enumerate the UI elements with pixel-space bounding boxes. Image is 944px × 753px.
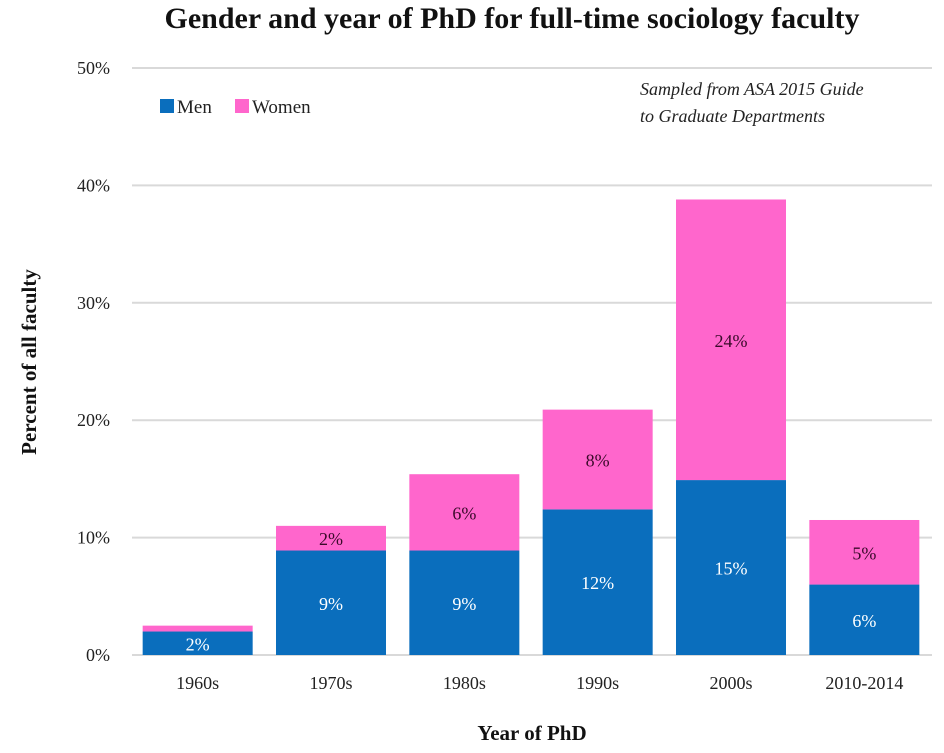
x-tick-label: 1990s — [576, 673, 619, 693]
y-tick-label: 0% — [86, 645, 110, 665]
bar-segment-men — [676, 480, 786, 655]
bar-segment-women — [409, 474, 520, 551]
annotation-line-2: to Graduate Departments — [640, 106, 825, 126]
y-tick-label: 20% — [77, 410, 110, 430]
data-label-women: 24% — [715, 331, 748, 351]
data-label-men: 9% — [452, 594, 476, 614]
legend-label-men: Men — [177, 97, 212, 118]
data-label-men: 9% — [319, 594, 343, 614]
data-label-women: 5% — [852, 543, 876, 563]
x-tick-label: 1960s — [176, 673, 219, 693]
y-tick-label: 40% — [77, 175, 110, 195]
bar-segment-men — [142, 631, 253, 655]
legend-label-women: Women — [252, 97, 311, 118]
data-label-women: 8% — [586, 451, 610, 471]
data-label-women: 2% — [319, 529, 343, 549]
y-axis-title: Percent of all faculty — [17, 269, 41, 455]
legend: Men Women — [160, 97, 311, 118]
bar-segment-men — [409, 550, 520, 655]
bar-labels: 2% 9% 2% 9% 6% 12% 8% 15% 24% 6% 5% — [186, 331, 877, 654]
annotation-line-1: Sampled from ASA 2015 Guide — [640, 79, 864, 99]
bar-segment-women — [676, 199, 786, 481]
x-axis-ticks: 1960s 1970s 1980s 1990s 2000s 2010-2014 — [176, 673, 903, 693]
bar-segment-men — [542, 509, 653, 655]
bar-segment-men — [276, 550, 386, 655]
bar-segment-men — [809, 584, 920, 655]
bar-segment-women — [809, 519, 920, 585]
x-tick-label: 1970s — [309, 673, 352, 693]
x-tick-label: 1980s — [443, 673, 486, 693]
y-tick-label: 30% — [77, 293, 110, 313]
bar-segment-women — [542, 409, 653, 510]
source-annotation: Sampled from ASA 2015 Guide to Graduate … — [640, 79, 864, 126]
x-tick-label: 2000s — [709, 673, 752, 693]
bar-segment-women — [276, 525, 386, 551]
x-tick-label: 2010-2014 — [825, 673, 903, 693]
x-axis-title: Year of PhD — [477, 721, 586, 745]
y-tick-label: 10% — [77, 528, 110, 548]
chart-title: Gender and year of PhD for full-time soc… — [164, 2, 860, 35]
legend-swatch-women — [235, 99, 249, 113]
data-label-men: 2% — [186, 634, 210, 654]
bars — [142, 199, 920, 655]
data-label-men: 12% — [581, 573, 614, 593]
data-label-men: 15% — [715, 559, 748, 579]
data-label-women: 6% — [452, 503, 476, 523]
y-tick-label: 50% — [77, 58, 110, 78]
data-label-men: 6% — [852, 611, 876, 631]
gridlines — [132, 67, 932, 656]
y-axis-ticks: 0% 10% 20% 30% 40% 50% — [77, 58, 110, 665]
bar-segment-women — [142, 625, 253, 632]
legend-swatch-men — [160, 99, 174, 113]
